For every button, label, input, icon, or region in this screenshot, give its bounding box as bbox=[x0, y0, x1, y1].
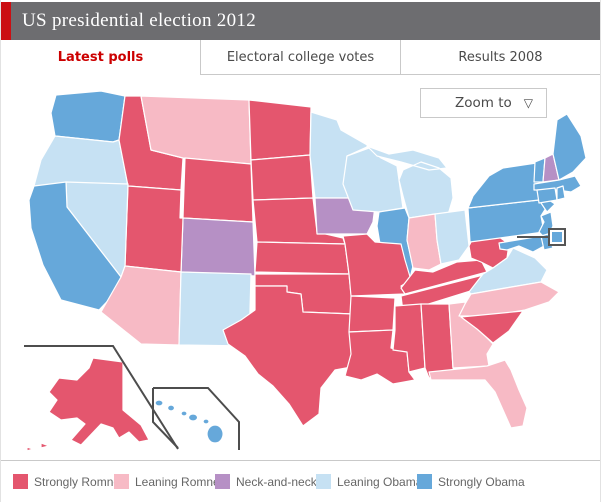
state-nd[interactable] bbox=[248, 99, 312, 161]
state-dc[interactable] bbox=[552, 232, 562, 242]
tab-latest-polls[interactable]: Latest polls bbox=[1, 40, 200, 75]
state-ri[interactable] bbox=[556, 185, 566, 201]
tab-bar: Latest polls Electoral college votes Res… bbox=[1, 40, 600, 75]
state-ar[interactable] bbox=[348, 295, 396, 333]
legend-item-leaning-romney: Leaning Romney bbox=[114, 474, 226, 489]
state-sd[interactable] bbox=[250, 154, 314, 201]
state-hi[interactable] bbox=[154, 399, 224, 444]
legend-swatch-neck-and-neck bbox=[215, 474, 230, 489]
state-ak[interactable] bbox=[26, 357, 150, 452]
legend-label: Leaning Romney bbox=[135, 474, 226, 489]
inset-divider-line bbox=[24, 345, 179, 450]
legend-item-strongly-obama: Strongly Obama bbox=[417, 474, 525, 489]
state-fl[interactable] bbox=[428, 359, 528, 429]
state-la[interactable] bbox=[344, 329, 416, 385]
legend-label: Strongly Romney bbox=[34, 474, 127, 489]
legend-item-leaning-obama: Leaning Obama bbox=[316, 474, 422, 489]
state-sc[interactable] bbox=[460, 310, 524, 344]
inset-divider-line bbox=[152, 388, 179, 449]
state-me[interactable] bbox=[552, 113, 587, 181]
us-map bbox=[24, 90, 587, 452]
dropdown-triangle-icon: ▽ bbox=[523, 96, 533, 110]
state-ks[interactable] bbox=[254, 241, 350, 275]
page-title: US presidential election 2012 bbox=[22, 10, 257, 31]
red-accent-bar bbox=[1, 2, 11, 40]
state-tx[interactable] bbox=[222, 285, 374, 427]
legend-item-neck-and-neck: Neck-and-neck bbox=[215, 474, 317, 489]
state-wy[interactable] bbox=[182, 157, 254, 223]
state-ct[interactable] bbox=[536, 187, 558, 204]
tab-electoral-college-votes[interactable]: Electoral college votes bbox=[200, 40, 400, 75]
legend-label: Leaning Obama bbox=[337, 474, 423, 489]
zoom-to-label: Zoom to bbox=[455, 95, 512, 111]
state-co[interactable] bbox=[180, 217, 256, 277]
legend-swatch-leaning-obama bbox=[316, 474, 331, 489]
legend-swatch-strongly-obama bbox=[417, 474, 432, 489]
state-ky[interactable] bbox=[400, 259, 488, 295]
legend-swatch-strongly-romney bbox=[13, 474, 28, 489]
map-legend: Strongly Romney Leaning Romney Neck-and-… bbox=[1, 460, 600, 502]
tab-results-2008[interactable]: Results 2008 bbox=[400, 40, 600, 75]
legend-label: Strongly Obama bbox=[438, 474, 525, 489]
legend-item-strongly-romney: Strongly Romney bbox=[13, 474, 126, 489]
state-md[interactable] bbox=[498, 235, 545, 253]
state-or[interactable] bbox=[33, 135, 129, 187]
state-nc[interactable] bbox=[458, 281, 560, 317]
state-ca[interactable] bbox=[28, 181, 122, 311]
inset-divider-line bbox=[153, 387, 240, 450]
state-wa[interactable] bbox=[50, 90, 126, 143]
zoom-to-button[interactable]: Zoom to ▽ bbox=[420, 88, 547, 118]
legend-label: Neck-and-neck bbox=[236, 474, 317, 489]
state-oh[interactable] bbox=[434, 209, 470, 265]
map-area: Zoom to ▽ bbox=[1, 75, 600, 460]
legend-swatch-leaning-romney bbox=[114, 474, 129, 489]
header-bar: US presidential election 2012 bbox=[1, 2, 600, 40]
state-ut[interactable] bbox=[124, 185, 184, 273]
